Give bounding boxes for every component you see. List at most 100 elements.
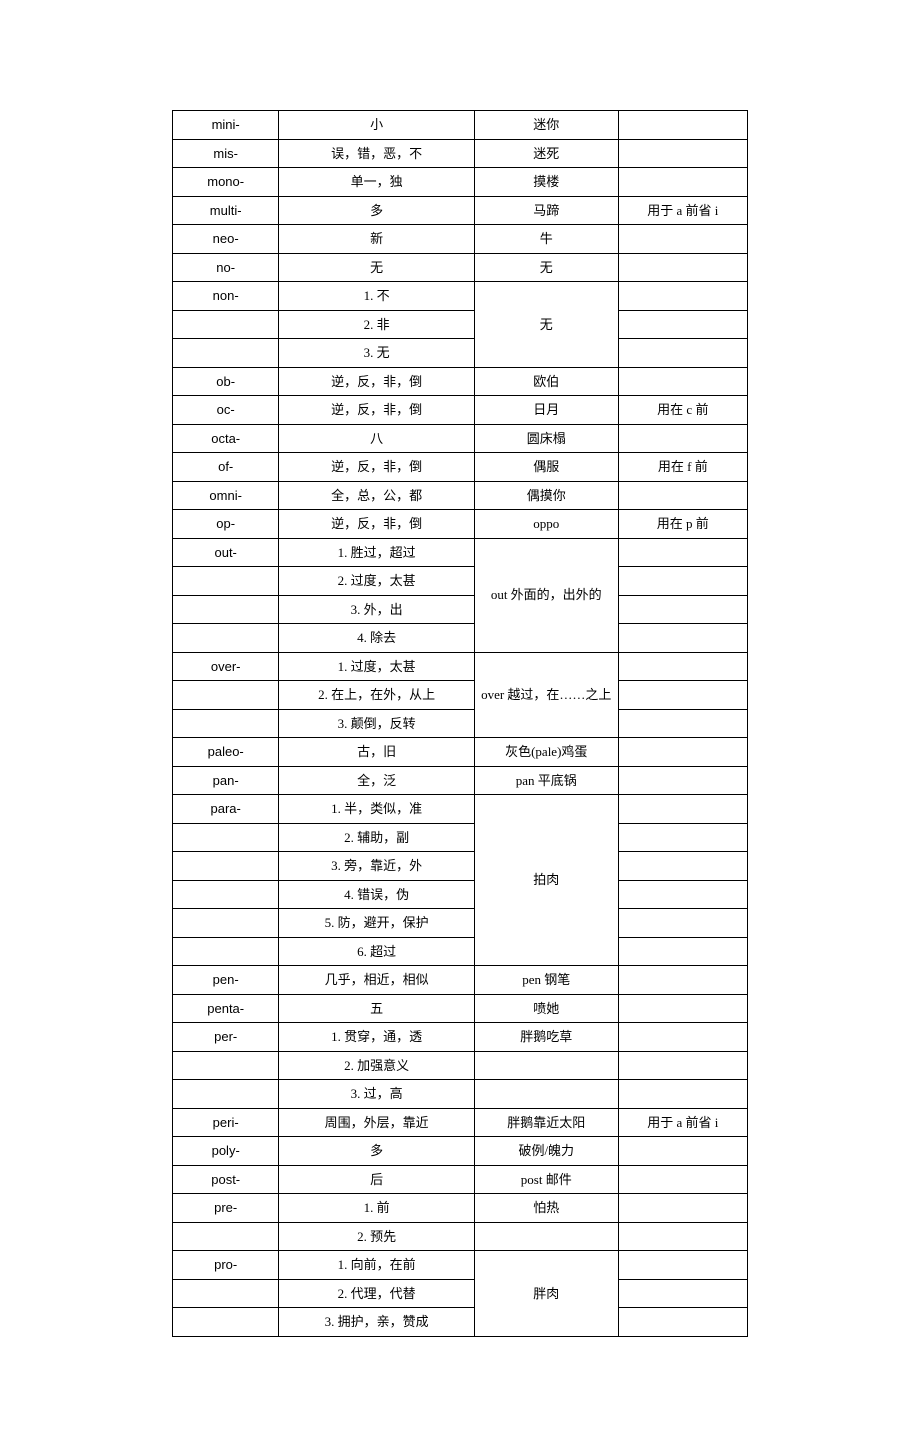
note-cell	[618, 424, 747, 453]
mnemonic-cell: 怕热	[474, 1194, 618, 1223]
meaning-cell: 1. 胜过，超过	[279, 538, 475, 567]
meaning-cell: 无	[279, 253, 475, 282]
prefix-cell: pre-	[173, 1194, 279, 1223]
mnemonic-cell: 日月	[474, 396, 618, 425]
prefix-cell	[173, 1279, 279, 1308]
note-cell	[618, 652, 747, 681]
table-row: 2. 加强意义	[173, 1051, 748, 1080]
note-cell: 用于 a 前省 i	[618, 196, 747, 225]
mnemonic-cell: 牛	[474, 225, 618, 254]
note-cell	[618, 966, 747, 995]
meaning-cell: 单一，独	[279, 168, 475, 197]
meaning-cell: 小	[279, 111, 475, 140]
mnemonic-cell: oppo	[474, 510, 618, 539]
prefix-cell: out-	[173, 538, 279, 567]
mnemonic-cell: 胖肉	[474, 1251, 618, 1337]
table-row: ob-逆，反，非，倒欧伯	[173, 367, 748, 396]
meaning-cell: 2. 加强意义	[279, 1051, 475, 1080]
prefix-cell	[173, 880, 279, 909]
mnemonic-cell: post 邮件	[474, 1165, 618, 1194]
note-cell: 用在 f 前	[618, 453, 747, 482]
meaning-cell: 1. 半，类似，准	[279, 795, 475, 824]
meaning-cell: 1. 贯穿，通，透	[279, 1023, 475, 1052]
table-row: 6. 超过	[173, 937, 748, 966]
mnemonic-cell: 灰色(pale)鸡蛋	[474, 738, 618, 767]
meaning-cell: 逆，反，非，倒	[279, 367, 475, 396]
mnemonic-cell: 摸楼	[474, 168, 618, 197]
table-row: post-后post 邮件	[173, 1165, 748, 1194]
prefix-cell	[173, 310, 279, 339]
prefix-table-body: mini-小迷你mis-误，错，恶，不迷死mono-单一，独摸楼multi-多马…	[173, 111, 748, 1337]
prefix-cell: pan-	[173, 766, 279, 795]
prefix-cell	[173, 1080, 279, 1109]
mnemonic-cell	[474, 1051, 618, 1080]
note-cell: 用在 c 前	[618, 396, 747, 425]
meaning-cell: 后	[279, 1165, 475, 1194]
note-cell	[618, 595, 747, 624]
table-row: 3. 旁，靠近，外	[173, 852, 748, 881]
note-cell	[618, 567, 747, 596]
note-cell	[618, 624, 747, 653]
table-row: oc-逆，反，非，倒日月用在 c 前	[173, 396, 748, 425]
meaning-cell: 2. 过度，太甚	[279, 567, 475, 596]
prefix-cell	[173, 709, 279, 738]
mnemonic-cell: 欧伯	[474, 367, 618, 396]
meaning-cell: 6. 超过	[279, 937, 475, 966]
meaning-cell: 3. 过，高	[279, 1080, 475, 1109]
note-cell	[618, 1194, 747, 1223]
prefix-cell	[173, 595, 279, 624]
table-row: mis-误，错，恶，不迷死	[173, 139, 748, 168]
meaning-cell: 八	[279, 424, 475, 453]
note-cell	[618, 310, 747, 339]
meaning-cell: 逆，反，非，倒	[279, 396, 475, 425]
prefix-cell	[173, 567, 279, 596]
mnemonic-cell: 圆床榻	[474, 424, 618, 453]
mnemonic-cell: pan 平底锅	[474, 766, 618, 795]
table-row: penta-五喷她	[173, 994, 748, 1023]
prefix-cell	[173, 1051, 279, 1080]
meaning-cell: 几乎，相近，相似	[279, 966, 475, 995]
note-cell	[618, 1308, 747, 1337]
prefix-cell: pen-	[173, 966, 279, 995]
meaning-cell: 全，泛	[279, 766, 475, 795]
table-row: 2. 过度，太甚	[173, 567, 748, 596]
meaning-cell: 周围，外层，靠近	[279, 1108, 475, 1137]
table-row: pan-全，泛pan 平底锅	[173, 766, 748, 795]
mnemonic-cell: 拍肉	[474, 795, 618, 966]
prefix-cell: paleo-	[173, 738, 279, 767]
table-row: poly-多破例/魄力	[173, 1137, 748, 1166]
note-cell	[618, 852, 747, 881]
note-cell	[618, 139, 747, 168]
meaning-cell: 2. 在上，在外，从上	[279, 681, 475, 710]
mnemonic-cell: 迷死	[474, 139, 618, 168]
table-row: omni-全，总，公，都偶摸你	[173, 481, 748, 510]
note-cell	[618, 282, 747, 311]
prefix-cell: omni-	[173, 481, 279, 510]
table-row: 3. 过，高	[173, 1080, 748, 1109]
note-cell: 用在 p 前	[618, 510, 747, 539]
note-cell	[618, 937, 747, 966]
note-cell	[618, 1080, 747, 1109]
table-row: 2. 辅助，副	[173, 823, 748, 852]
table-row: mono-单一，独摸楼	[173, 168, 748, 197]
prefix-cell: no-	[173, 253, 279, 282]
note-cell	[618, 111, 747, 140]
prefix-cell	[173, 937, 279, 966]
prefix-cell	[173, 852, 279, 881]
mnemonic-cell: 偶服	[474, 453, 618, 482]
meaning-cell: 1. 前	[279, 1194, 475, 1223]
meaning-cell: 4. 错误，伪	[279, 880, 475, 909]
mnemonic-cell: over 越过，在……之上	[474, 652, 618, 738]
prefix-cell	[173, 681, 279, 710]
mnemonic-cell: 无	[474, 253, 618, 282]
prefix-cell	[173, 823, 279, 852]
meaning-cell: 逆，反，非，倒	[279, 453, 475, 482]
note-cell	[618, 253, 747, 282]
table-row: pre-1. 前怕热	[173, 1194, 748, 1223]
prefix-cell: multi-	[173, 196, 279, 225]
meaning-cell: 3. 颠倒，反转	[279, 709, 475, 738]
prefix-cell: octa-	[173, 424, 279, 453]
note-cell	[618, 766, 747, 795]
prefix-cell	[173, 624, 279, 653]
note-cell	[618, 1023, 747, 1052]
